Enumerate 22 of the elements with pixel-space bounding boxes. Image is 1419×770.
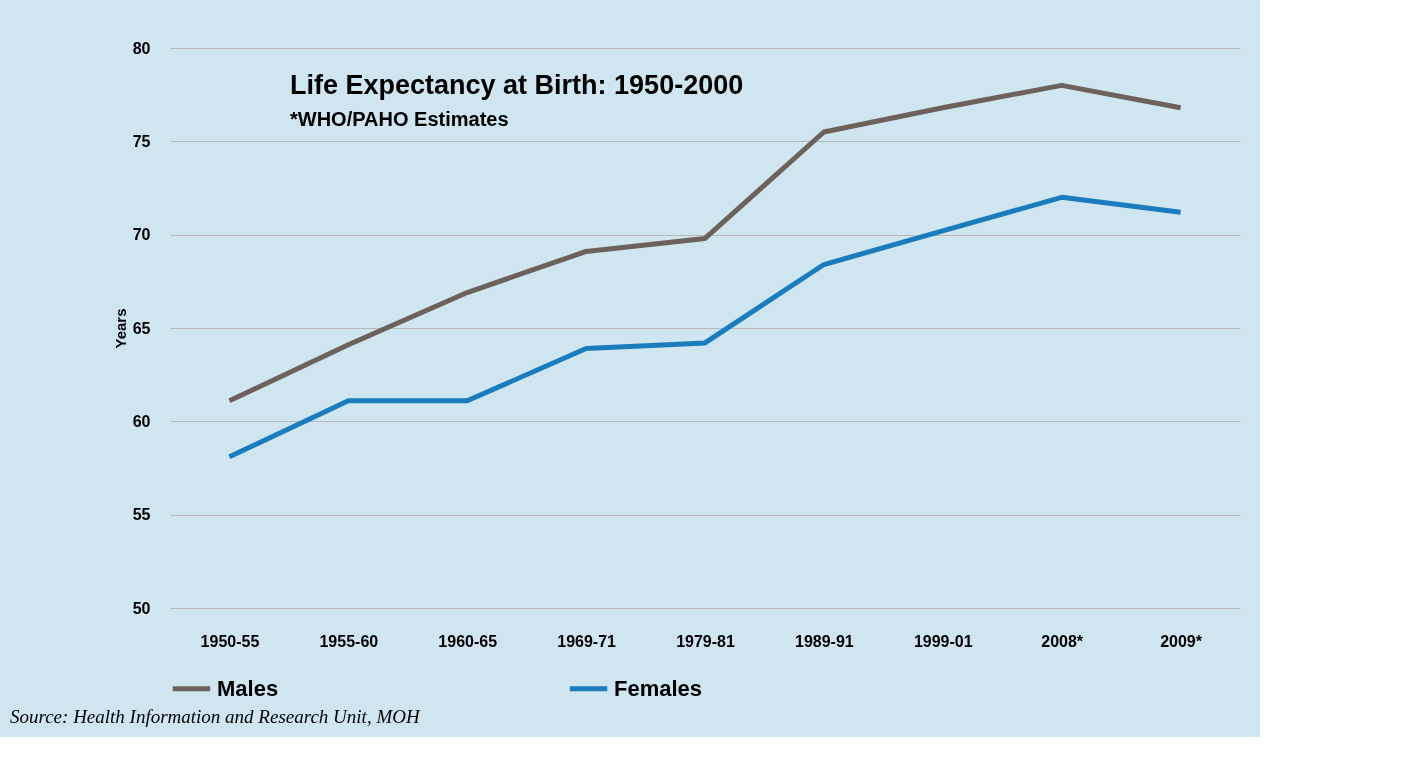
x-tick-label: 2009*	[1160, 632, 1203, 650]
legend-label: Females	[614, 675, 703, 701]
y-tick-label: 65	[132, 319, 151, 337]
legend-label: Males	[217, 675, 279, 701]
x-tick-label: 1999-01	[913, 632, 973, 650]
x-tick-label: 2008*	[1041, 632, 1084, 650]
y-tick-label: 60	[132, 412, 151, 430]
text: *WHO/PAHO Estimates	[290, 108, 509, 130]
y-tick-label: 75	[132, 132, 151, 150]
x-tick-label: 1979-81	[676, 632, 735, 650]
source-note: Source: Health Information and Research Unit, MOH	[10, 706, 421, 727]
x-tick-label: 1969-71	[557, 632, 617, 650]
x-tick-label: 1960-65	[438, 632, 498, 650]
y-tick-label: 50	[132, 599, 151, 617]
y-tick-label: 70	[132, 226, 151, 244]
y-axis-title: Years	[111, 308, 129, 349]
x-tick-label: 1955-60	[319, 632, 379, 650]
text: Life Expectancy at Birth: 1950-2000	[290, 70, 744, 100]
x-tick-label: 1950-55	[200, 632, 260, 650]
y-tick-label: 80	[132, 39, 151, 57]
y-tick-label: 55	[132, 506, 151, 524]
x-tick-label: 1989-91	[795, 632, 854, 650]
